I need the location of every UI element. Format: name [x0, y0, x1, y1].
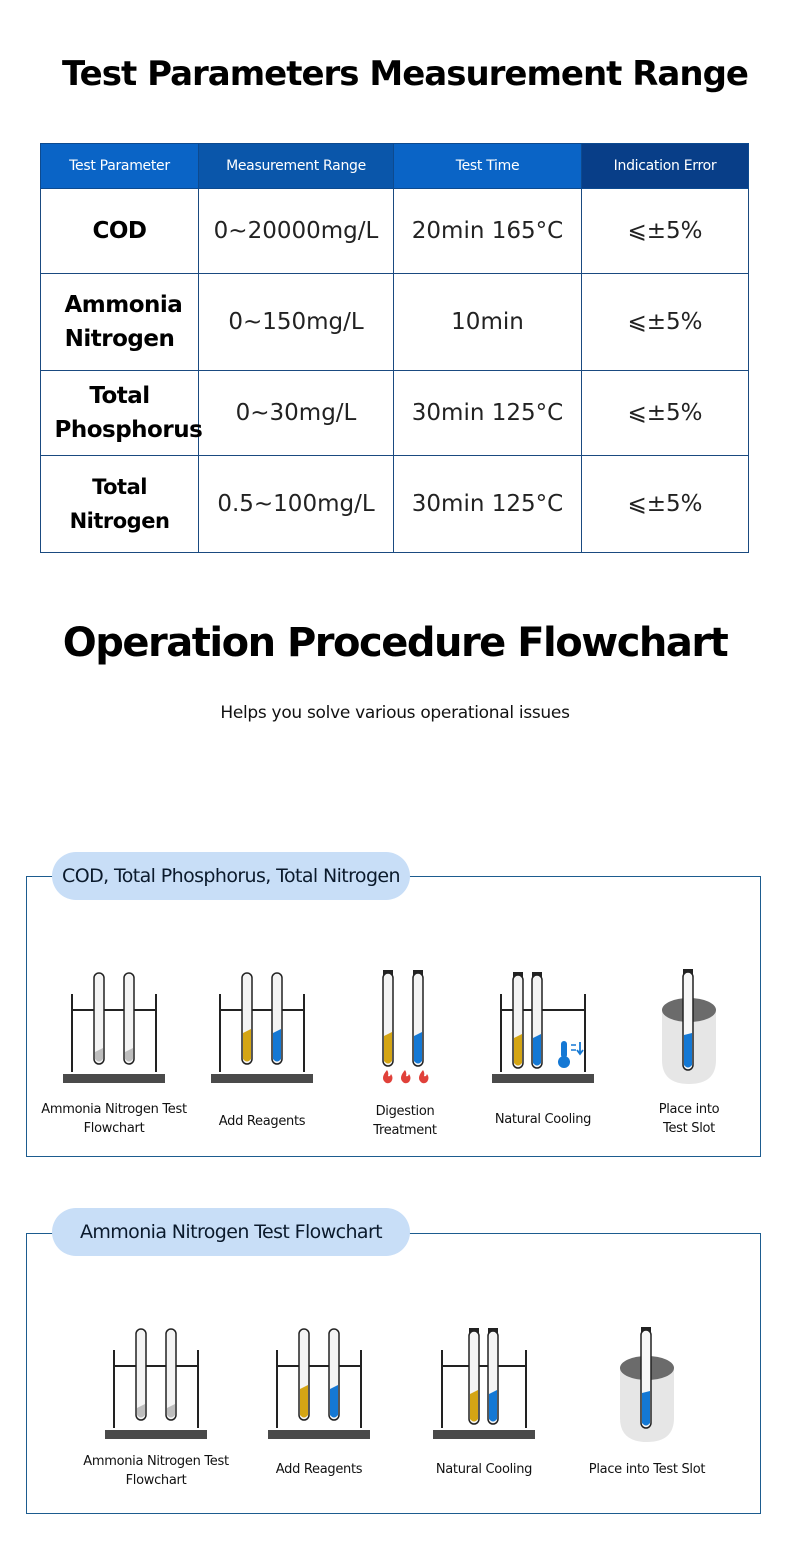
thermometer-icon	[558, 1041, 584, 1068]
cell-parameter: Total Nitrogen	[40, 455, 199, 553]
step-rack-empty: Ammonia Nitrogen Test Flowchart	[83, 1328, 229, 1488]
header-measurement-range: Measurement Range	[198, 143, 394, 189]
rack-cooling-icon	[433, 1328, 535, 1439]
rack-reagent-tubes-icon	[268, 1328, 370, 1439]
cell-time: 20min 165°C	[393, 188, 582, 274]
cell-parameter: COD	[40, 188, 199, 274]
table-row: COD 0~20000mg/L 20min 165°C ⩽±5%	[40, 188, 749, 274]
cell-parameter: Total Phosphorus	[40, 370, 203, 456]
step-rack-empty: Ammonia Nitrogen Test Flowchart	[41, 972, 187, 1136]
step-label: Digestion Treatment	[373, 1104, 437, 1138]
cell-parameter: Ammonia Nitrogen	[40, 273, 199, 371]
step-add-reagents: Add Reagents	[211, 972, 313, 1129]
table-row: Total Nitrogen 0.5~100mg/L 30min 125°C ⩽…	[40, 455, 749, 553]
step-label: Place into Test Slot	[658, 1102, 720, 1136]
section-title-parameters: Test Parameters Measurement Range	[62, 54, 749, 94]
step-label: Add Reagents	[275, 1462, 363, 1477]
rack-reagent-tubes-icon	[211, 972, 313, 1083]
section-subtitle: Helps you solve various operational issu…	[220, 703, 570, 723]
cell-range: 0~30mg/L	[198, 370, 394, 456]
flowchart-heading: COD, Total Phosphorus, Total Nitrogen	[52, 852, 410, 900]
rack-cooling-icon	[492, 972, 594, 1083]
header-test-time: Test Time	[393, 143, 582, 189]
step-add-reagents: Add Reagents	[268, 1328, 370, 1477]
table-row: Ammonia Nitrogen 0~150mg/L 10min ⩽±5%	[40, 273, 749, 371]
cell-error: ⩽±5%	[581, 188, 749, 274]
section-title-flowchart: Operation Procedure Flowchart	[62, 620, 729, 666]
header-indication-error: Indication Error	[581, 143, 749, 189]
step-natural-cooling: Natural Cooling	[433, 1326, 535, 1477]
step-place-into-slot: Place into Test Slot	[589, 1326, 705, 1477]
cell-error: ⩽±5%	[581, 370, 749, 456]
header-test-parameter: Test Parameter	[40, 143, 199, 189]
step-label: Add Reagents	[218, 1114, 306, 1129]
cell-range: 0.5~100mg/L	[198, 455, 394, 553]
table-header-row: Test Parameter Measurement Range Test Ti…	[40, 143, 749, 189]
step-natural-cooling: Natural Cooling	[492, 970, 594, 1127]
step-digestion: Digestion Treatment	[373, 970, 437, 1138]
flowchart-heading: Ammonia Nitrogen Test Flowchart	[52, 1208, 410, 1256]
step-label: Ammonia Nitrogen Test Flowchart	[41, 1102, 187, 1136]
step-label: Natural Cooling	[435, 1462, 533, 1477]
step-label: Ammonia Nitrogen Test Flowchart	[83, 1454, 229, 1488]
parameters-table: Test Parameter Measurement Range Test Ti…	[40, 143, 749, 553]
cell-error: ⩽±5%	[581, 273, 749, 371]
step-place-into-slot: Place into Test Slot	[659, 968, 720, 1136]
digestion-flame-icon	[382, 970, 429, 1084]
step-label: Natural Cooling	[494, 1112, 592, 1127]
cell-error: ⩽±5%	[581, 455, 749, 553]
rack-empty-tubes-icon	[105, 1328, 207, 1439]
test-slot-icon	[662, 969, 716, 1084]
cell-range: 0~20000mg/L	[198, 188, 394, 274]
cell-time: 30min 125°C	[393, 455, 582, 553]
rack-empty-tubes-icon	[63, 972, 165, 1083]
test-slot-icon	[620, 1327, 674, 1442]
table-row: Total Phosphorus 0~30mg/L 30min 125°C ⩽±…	[40, 370, 749, 456]
step-label: Place into Test Slot	[588, 1462, 706, 1477]
cell-range: 0~150mg/L	[198, 273, 394, 371]
cell-time: 10min	[393, 273, 582, 371]
cell-time: 30min 125°C	[393, 370, 582, 456]
